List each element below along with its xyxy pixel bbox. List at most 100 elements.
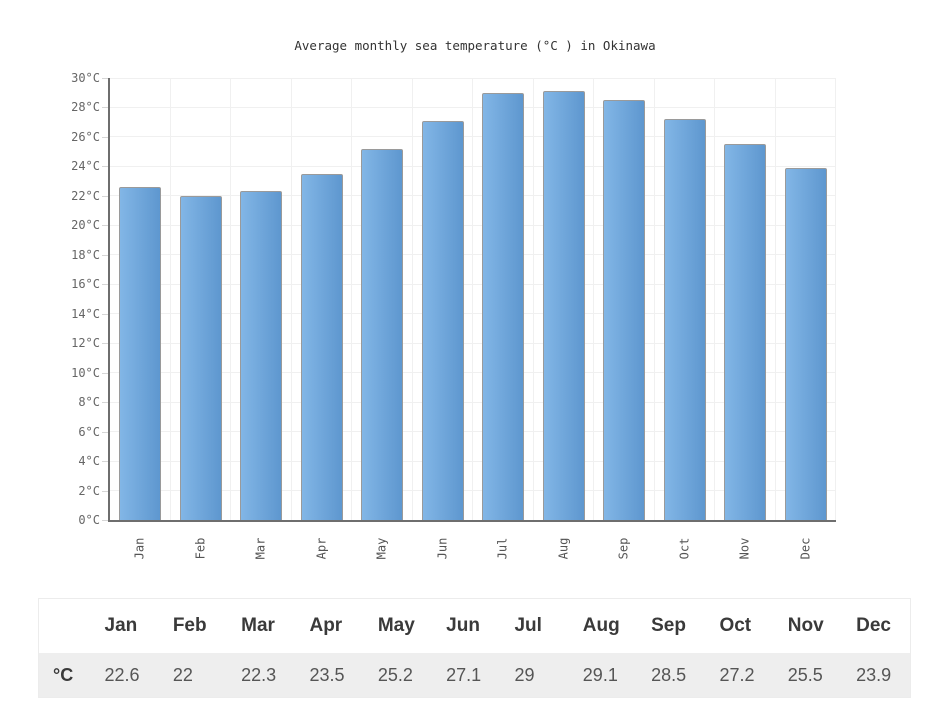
- vertical-gridline: [291, 78, 292, 520]
- y-axis-tick: [102, 313, 108, 315]
- horizontal-gridline: [110, 195, 836, 197]
- col-header-may: May: [363, 598, 433, 653]
- table-header-row: Jan Feb Mar Apr May Jun Jul Aug Sep Oct Nov Dec: [38, 598, 911, 653]
- horizontal-gridline: [110, 313, 836, 315]
- bar-may[interactable]: [361, 149, 403, 520]
- table-row: °C 22.6 22 22.3 23.5 25.2 27.1 29 29.1 28.5 27.2 2…: [38, 653, 911, 698]
- y-axis-label: 14°C: [71, 306, 100, 321]
- bar-dec[interactable]: [785, 168, 827, 520]
- vertical-gridline: [654, 78, 655, 520]
- y-axis-label: 26°C: [71, 129, 100, 144]
- vertical-gridline: [775, 78, 776, 520]
- unit-cell: °C: [38, 653, 91, 698]
- horizontal-gridline: [110, 401, 836, 403]
- y-axis-label: 24°C: [71, 159, 100, 174]
- col-header-nov: Nov: [773, 598, 843, 653]
- x-axis-label-jun: Jun: [435, 537, 450, 560]
- x-axis-label-feb: Feb: [193, 537, 208, 560]
- value-cell-feb: 22: [158, 653, 228, 698]
- value-cell-mar: 22.3: [227, 653, 296, 698]
- value-cell-jan: 22.6: [90, 653, 159, 698]
- y-axis-label: 8°C: [78, 395, 100, 410]
- y-axis-tick: [102, 431, 108, 433]
- col-header-jan: Jan: [90, 598, 159, 653]
- col-header-apr: Apr: [295, 598, 364, 653]
- horizontal-gridline: [110, 224, 836, 226]
- horizontal-gridline: [110, 106, 836, 108]
- vertical-gridline: [412, 78, 413, 520]
- bar-oct[interactable]: [664, 119, 706, 520]
- vertical-gridline: [835, 78, 836, 520]
- vertical-gridline: [714, 78, 715, 520]
- value-cell-nov: 25.5: [773, 653, 843, 698]
- y-axis-label: 10°C: [71, 365, 100, 380]
- horizontal-gridline: [110, 490, 836, 492]
- col-header-jun: Jun: [432, 598, 501, 653]
- y-axis-label: 22°C: [71, 188, 100, 203]
- y-axis-tick: [102, 78, 108, 79]
- bar-nov[interactable]: [724, 144, 766, 520]
- horizontal-gridline: [110, 431, 836, 433]
- y-axis-tick: [102, 166, 108, 168]
- y-axis-tick: [102, 107, 108, 109]
- temperature-table-wrap: Jan Feb Mar Apr May Jun Jul Aug Sep Oct Nov Dec °C …: [38, 598, 911, 698]
- x-axis-label-may: May: [374, 537, 389, 560]
- value-cell-dec: 23.9: [842, 653, 911, 698]
- bar-mar[interactable]: [240, 191, 282, 520]
- chart-title: Average monthly sea temperature (°C ) in…: [294, 38, 656, 53]
- y-axis-tick: [102, 195, 108, 197]
- x-axis-label-sep: Sep: [616, 537, 631, 560]
- col-header-feb: Feb: [158, 598, 228, 653]
- bar-jan[interactable]: [119, 187, 161, 520]
- y-axis-tick: [102, 136, 108, 138]
- bar-jul[interactable]: [482, 93, 524, 520]
- value-cell-oct: 27.2: [705, 653, 774, 698]
- y-axis-label: 12°C: [71, 336, 100, 351]
- y-axis-label: 28°C: [71, 100, 100, 115]
- bar-sep[interactable]: [603, 100, 645, 520]
- vertical-gridline: [533, 78, 534, 520]
- x-axis-label-nov: Nov: [737, 537, 752, 560]
- bar-jun[interactable]: [422, 121, 464, 520]
- x-axis-label-dec: Dec: [798, 537, 813, 560]
- y-axis-tick: [102, 372, 108, 374]
- value-cell-jul: 29: [500, 653, 569, 698]
- plot-area: 0°C 2°C 4°C 6°C 8°C 10°C 12°C 14°C 16°C 18°C 20°C 2…: [71, 71, 836, 559]
- vertical-gridline: [351, 78, 352, 520]
- value-cell-may: 25.2: [363, 653, 433, 698]
- col-header-mar: Mar: [227, 598, 296, 653]
- temperature-table: Jan Feb Mar Apr May Jun Jul Aug Sep Oct Nov Dec °C …: [38, 598, 911, 698]
- horizontal-gridline: [110, 283, 836, 285]
- y-axis-tick: [102, 284, 108, 286]
- table-header: Jan Feb Mar Apr May Jun Jul Aug Sep Oct Nov Dec: [38, 598, 911, 653]
- value-cell-jun: 27.1: [432, 653, 501, 698]
- y-axis-tick: [102, 254, 108, 256]
- value-cell-aug: 29.1: [568, 653, 638, 698]
- y-axis-tick: [102, 225, 108, 227]
- x-axis-label-mar: Mar: [253, 537, 268, 560]
- col-header-dec: Dec: [842, 598, 911, 653]
- horizontal-gridline: [110, 254, 836, 256]
- x-axis-label-jul: Jul: [495, 537, 510, 560]
- y-axis-label: 18°C: [71, 247, 100, 262]
- bar-feb[interactable]: [180, 196, 222, 520]
- horizontal-gridline: [110, 342, 836, 344]
- x-axis-label-jan: Jan: [132, 537, 147, 560]
- y-axis-label: 0°C: [78, 513, 100, 527]
- horizontal-gridline: [110, 136, 836, 138]
- y-axis-tick: [102, 461, 108, 463]
- vertical-gridline: [230, 78, 231, 520]
- col-header-sep: Sep: [637, 598, 706, 653]
- vertical-gridline: [472, 78, 473, 520]
- table-corner-cell: [38, 598, 91, 653]
- y-axis-label: 2°C: [78, 483, 100, 498]
- value-cell-sep: 28.5: [637, 653, 706, 698]
- horizontal-gridline: [110, 460, 836, 462]
- y-axis-tick: [102, 402, 108, 404]
- y-axis-label: 30°C: [71, 71, 100, 85]
- value-cell-apr: 23.5: [295, 653, 364, 698]
- horizontal-gridline: [110, 372, 836, 374]
- bar-apr[interactable]: [301, 174, 343, 520]
- bar-aug[interactable]: [543, 91, 585, 520]
- vertical-gridline: [593, 78, 594, 520]
